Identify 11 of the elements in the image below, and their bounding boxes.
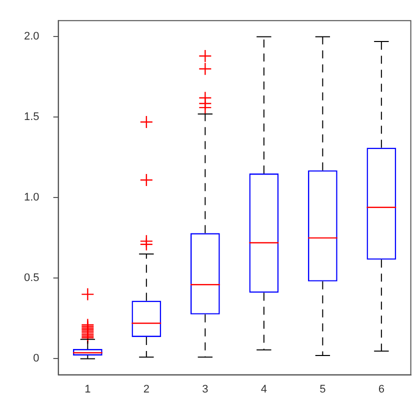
x-tick-label: 6: [378, 383, 384, 396]
y-tick-label: 2.0: [24, 30, 40, 43]
x-tick-label: 2: [143, 383, 150, 396]
x-tick-label: 5: [320, 383, 326, 396]
y-tick-label: 0.5: [24, 272, 40, 284]
y-tick-label: 0: [33, 352, 40, 365]
x-tick-label: 3: [202, 383, 208, 396]
x-tick-label: 1: [84, 383, 91, 396]
y-tick-label: 1.5: [24, 111, 40, 124]
y-tick-label: 1.0: [24, 192, 40, 204]
x-tick-label: 4: [260, 383, 267, 396]
